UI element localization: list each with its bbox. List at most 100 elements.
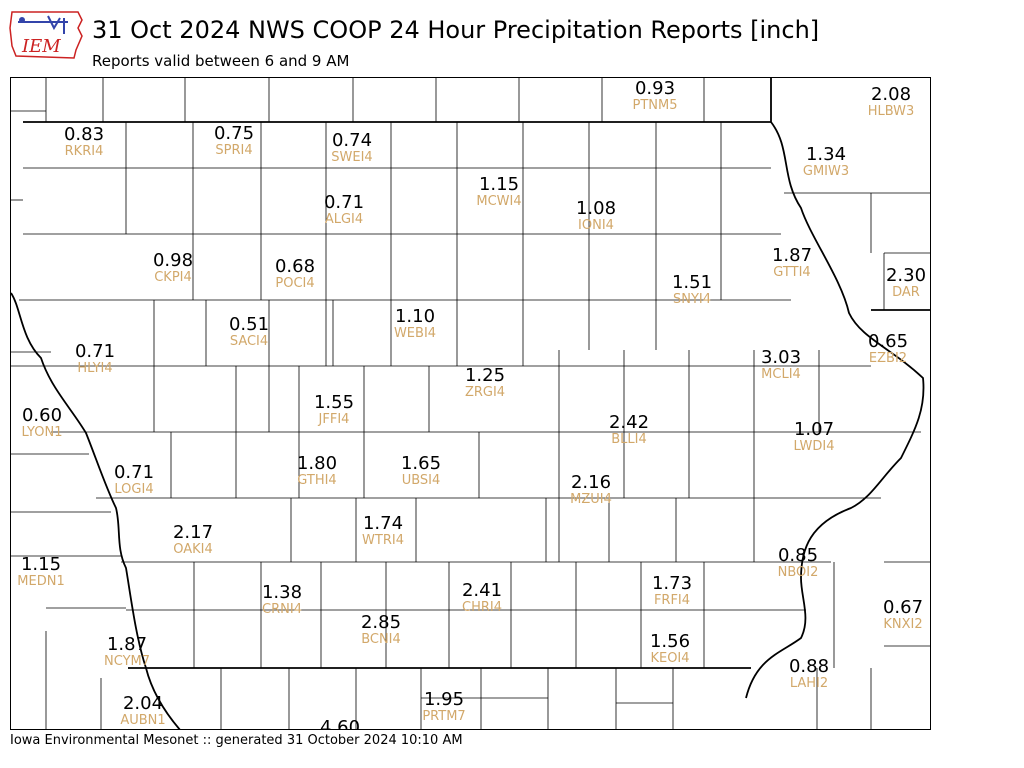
station-obs: 0.60 LYON1	[22, 406, 63, 440]
station-obs: 0.83 RKRI4	[64, 125, 104, 159]
station-value: 0.83	[63, 124, 105, 145]
station-id: GMIW3	[802, 164, 850, 179]
station-obs: 1.51 SNYI4	[672, 273, 712, 307]
station-value: 1.07	[793, 419, 835, 440]
station-value: 2.41	[461, 580, 503, 601]
station-obs: 1.55 JFFI4	[314, 393, 354, 427]
station-id: HLBW3	[867, 104, 915, 119]
station-id: BLLI4	[611, 432, 647, 447]
station-id: KNXI2	[883, 617, 923, 632]
station-id: LWDI4	[793, 439, 835, 454]
station-obs: 0.74 SWEI4	[331, 131, 372, 165]
precip-map: 0.93 PTNM5 2.08 HLBW3 0.83 RKRI4 0.75 SP…	[10, 77, 931, 730]
station-id: FRFI4	[653, 593, 691, 608]
station-value: 0.75	[213, 123, 255, 144]
station-id: GTHI4	[297, 473, 337, 488]
station-value: 0.68	[274, 256, 316, 277]
station-obs: 0.75 SPRI4	[214, 124, 254, 158]
station-obs: 1.56 KEOI4	[650, 632, 690, 666]
station-value: 2.42	[608, 412, 650, 433]
station-obs: 1.15 MCWI4	[476, 175, 521, 209]
station-value: 2.17	[172, 522, 214, 543]
station-value: 1.34	[805, 144, 847, 165]
station-value: 0.71	[113, 462, 155, 483]
station-obs: 0.71 ALGI4	[324, 193, 364, 227]
station-id: IONI4	[578, 218, 614, 233]
station-obs: 1.07 LWDI4	[793, 420, 834, 454]
station-value: 2.30	[885, 265, 927, 286]
station-value: 1.15	[20, 554, 62, 575]
station-id: LOGI4	[114, 482, 154, 497]
station-obs: 1.15 MEDN1	[17, 555, 64, 589]
station-obs: 1.08 IONI4	[576, 199, 616, 233]
station-value: 2.08	[870, 84, 912, 105]
station-value: 0.98	[152, 250, 194, 271]
station-value: 0.65	[867, 331, 909, 352]
station-id: SNYI4	[672, 292, 712, 307]
station-id: SWEI4	[331, 150, 373, 165]
station-value: 2.04	[122, 693, 164, 714]
station-obs: 2.17 OAKI4	[173, 523, 213, 557]
iem-logo: IEM	[8, 6, 86, 62]
station-obs: 1.38 CRNI4	[262, 583, 302, 617]
station-obs: 0.67 KNXI2	[883, 598, 923, 632]
station-id: SACI4	[229, 334, 269, 349]
station-id: CKPI4	[154, 270, 192, 285]
station-obs: 0.93 PTNM5	[633, 79, 678, 113]
station-value: 0.93	[634, 78, 676, 99]
station-obs: 1.34 GMIW3	[803, 145, 849, 179]
station-obs: 4.60	[320, 718, 360, 730]
station-value: 1.74	[362, 513, 404, 534]
station-id: LAHI2	[789, 676, 829, 691]
station-id: EZBI2	[868, 351, 908, 366]
station-value: 1.73	[651, 573, 693, 594]
station-id: LYON1	[21, 425, 63, 440]
station-value: 1.80	[296, 453, 338, 474]
station-value: 2.16	[570, 472, 612, 493]
station-id: MCLI4	[761, 367, 801, 382]
station-value: 0.71	[323, 192, 365, 213]
station-id: NBOI2	[777, 565, 819, 580]
station-value: 0.85	[777, 545, 819, 566]
footer-credit: Iowa Environmental Mesonet :: generated …	[10, 733, 463, 748]
station-id: KEOI4	[650, 651, 690, 666]
station-obs: 1.73 FRFI4	[652, 574, 692, 608]
station-obs: 1.87 GTTI4	[772, 246, 812, 280]
station-value: 1.56	[649, 631, 691, 652]
station-value: 2.85	[360, 612, 402, 633]
station-value: 0.60	[21, 405, 63, 426]
station-id: MCWI4	[476, 194, 522, 209]
station-id: HLYI4	[77, 361, 113, 376]
station-obs: 2.42 BLLI4	[609, 413, 649, 447]
station-id: WEBI4	[393, 326, 437, 341]
station-id: WTRI4	[362, 533, 404, 548]
station-id: SPRI4	[215, 143, 253, 158]
station-value: 1.87	[771, 245, 813, 266]
station-id: JFFI4	[318, 412, 350, 427]
station-obs: 1.25 ZRGI4	[465, 366, 505, 400]
station-obs: 1.95 PRTM7	[422, 690, 465, 724]
station-obs: 0.71 HLYI4	[75, 342, 115, 376]
page-title: 31 Oct 2024 NWS COOP 24 Hour Precipitati…	[92, 16, 820, 44]
station-id: PRTM7	[422, 709, 466, 724]
station-obs: 1.10 WEBI4	[394, 307, 436, 341]
station-obs: 1.65 UBSI4	[401, 454, 441, 488]
station-value: 1.95	[423, 689, 465, 710]
station-id: OAKI4	[173, 542, 213, 557]
station-id: MEDN1	[17, 574, 65, 589]
station-value: 1.55	[313, 392, 355, 413]
page-subtitle: Reports valid between 6 and 9 AM	[92, 52, 350, 70]
station-id: ALGI4	[324, 212, 364, 227]
station-value: 0.88	[788, 656, 830, 677]
station-value: 0.71	[74, 341, 116, 362]
station-obs: 1.87 NCYM7	[104, 635, 150, 669]
station-id: UBSI4	[401, 473, 441, 488]
station-value: 1.51	[671, 272, 713, 293]
station-id: NCYM7	[103, 654, 151, 669]
station-id: MZUI4	[570, 492, 612, 507]
station-value: 0.74	[331, 130, 373, 151]
station-value: 1.65	[400, 453, 442, 474]
station-value: 1.15	[478, 174, 520, 195]
station-value: 1.10	[394, 306, 436, 327]
station-value: 0.51	[228, 314, 270, 335]
